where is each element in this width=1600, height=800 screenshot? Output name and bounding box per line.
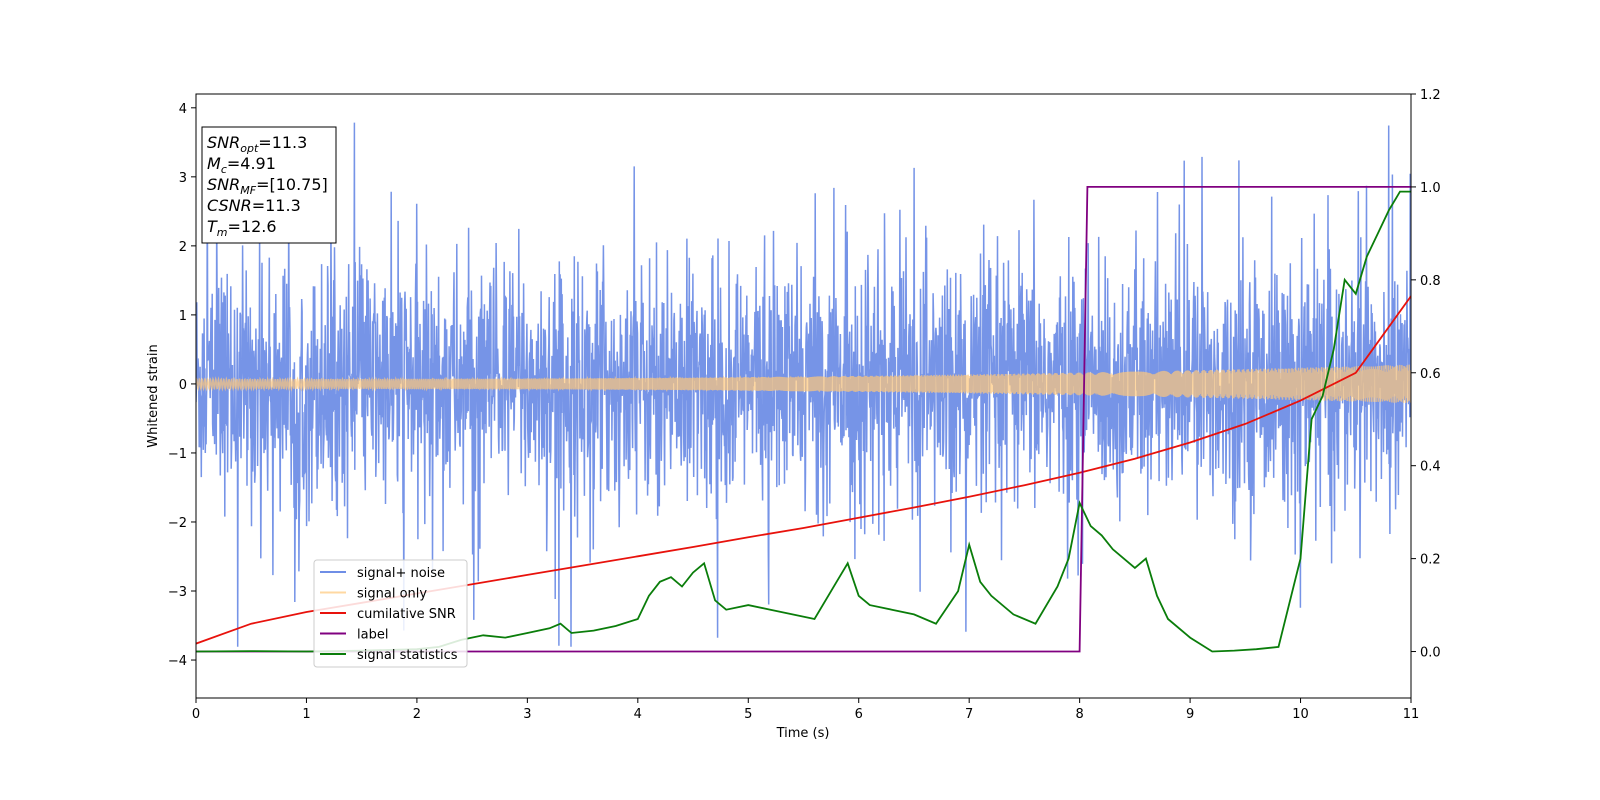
series-signal-statistics xyxy=(196,190,1411,653)
annotation-lines: SNRopt=11.3Mc=4.91SNRMF=[10.75]CSNR=11.3… xyxy=(207,133,328,239)
y-right-tick-label: 1.2 xyxy=(1420,88,1441,103)
y-right-tick-label: 0.6 xyxy=(1420,367,1441,382)
x-tick-label: 6 xyxy=(855,707,863,722)
legend-label: signal only xyxy=(357,587,427,602)
x-tick-label: 7 xyxy=(965,707,973,722)
legend: signal+ noise signal only cumilative SNR la… xyxy=(313,559,468,668)
series-signal-only xyxy=(196,364,1411,404)
y-left-tick-label: −2 xyxy=(168,516,187,531)
x-tick-label: 0 xyxy=(192,707,200,722)
annotation-line: SNRopt=11.3 xyxy=(207,133,307,155)
x-tick-label: 11 xyxy=(1403,707,1420,722)
y-left-tick-label: 3 xyxy=(179,171,187,186)
x-tick-label: 5 xyxy=(744,707,752,722)
series-signal-noise xyxy=(196,122,1411,647)
annotation-box: SNRopt=11.3Mc=4.91SNRMF=[10.75]CSNR=11.3… xyxy=(201,126,337,244)
x-tick-label: 3 xyxy=(523,707,531,722)
annotation-line: SNRMF=[10.75] xyxy=(207,175,328,197)
y-ticks-right: 0.0 0.2 0.4 0.6 0.8 1.0 1.2 xyxy=(1411,88,1441,661)
legend-label: signal+ noise xyxy=(357,566,445,581)
y-left-tick-label: −4 xyxy=(168,654,187,669)
x-tick-label: 10 xyxy=(1292,707,1309,722)
x-tick-label: 1 xyxy=(302,707,310,722)
legend-label: label xyxy=(357,628,388,643)
annotation-line: Tm=12.6 xyxy=(207,217,277,239)
y-left-tick-label: 2 xyxy=(179,240,187,255)
y-left-tick-label: −3 xyxy=(168,585,187,600)
legend-label: cumilative SNR xyxy=(357,607,456,622)
plot-frame xyxy=(195,93,1412,699)
series-label xyxy=(196,186,1411,653)
x-tick-label: 9 xyxy=(1186,707,1194,722)
y-right-tick-label: 0.0 xyxy=(1420,646,1441,661)
annotation-frame xyxy=(201,126,337,244)
legend-label: signal statistics xyxy=(357,648,458,663)
x-axis-label: Time (s) xyxy=(776,726,830,741)
y-left-tick-label: 1 xyxy=(179,309,187,324)
y-axis-label: Whitened strain xyxy=(146,344,161,447)
y-left-tick-label: 4 xyxy=(179,102,187,117)
x-tick-label: 2 xyxy=(413,707,421,722)
y-right-tick-label: 0.2 xyxy=(1420,553,1441,568)
annotation-line: CSNR=11.3 xyxy=(207,196,301,215)
y-left-tick-label: −1 xyxy=(168,447,187,462)
y-right-tick-label: 1.0 xyxy=(1420,181,1441,196)
y-right-tick-label: 0.4 xyxy=(1420,460,1441,475)
legend-entries: signal+ noise signal only cumilative SNR la… xyxy=(320,566,458,663)
y-left-tick-label: 0 xyxy=(179,378,187,393)
y-right-tick-label: 0.8 xyxy=(1420,274,1441,289)
annotation-line: Mc=4.91 xyxy=(207,154,276,176)
x-ticks: 0 1 2 3 4 5 6 7 8 9 10 11 xyxy=(192,698,1419,722)
y-ticks-left: −4 −3 −2 −1 0 1 2 3 4 xyxy=(168,102,196,669)
x-tick-label: 8 xyxy=(1075,707,1083,722)
legend-frame xyxy=(313,559,468,668)
x-tick-label: 4 xyxy=(634,707,642,722)
